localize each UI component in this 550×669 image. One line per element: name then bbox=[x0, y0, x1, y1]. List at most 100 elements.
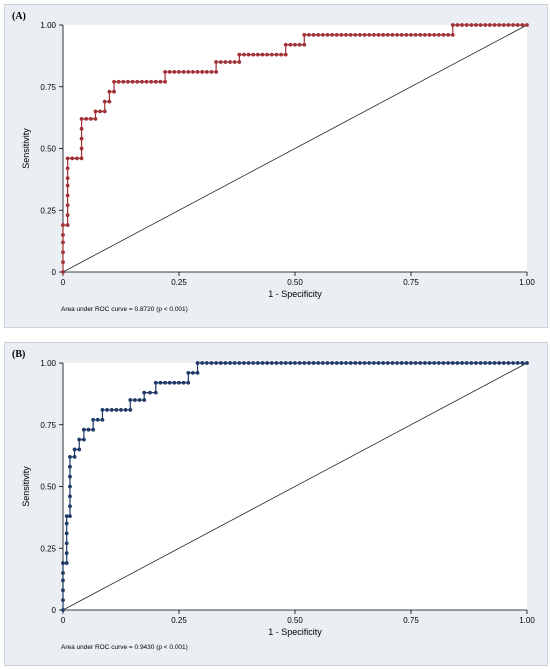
roc-point-a bbox=[65, 193, 70, 198]
roc-point-b bbox=[330, 361, 335, 365]
roc-point-b bbox=[105, 408, 109, 412]
roc-point-b bbox=[100, 417, 105, 422]
roc-point-b bbox=[61, 578, 65, 583]
roc-point-a bbox=[214, 60, 219, 64]
roc-point-a bbox=[279, 52, 283, 57]
roc-point-b bbox=[460, 361, 464, 365]
roc-point-a bbox=[237, 60, 242, 64]
roc-point-b bbox=[77, 437, 82, 442]
roc-point-b bbox=[142, 390, 147, 395]
roc-point-a bbox=[163, 70, 167, 74]
y-tick-label: 0 bbox=[52, 268, 57, 277]
roc-point-a bbox=[330, 32, 335, 37]
panel-label: (B) bbox=[12, 349, 25, 360]
roc-point-b bbox=[455, 361, 460, 365]
roc-point-a bbox=[84, 116, 89, 121]
roc-point-a bbox=[61, 270, 65, 274]
roc-point-a bbox=[497, 23, 502, 27]
roc-point-a bbox=[144, 79, 149, 84]
roc-point-a bbox=[385, 32, 390, 37]
x-tick-label: 0.50 bbox=[287, 616, 303, 625]
roc-point-b bbox=[72, 454, 77, 459]
roc-point-a bbox=[107, 99, 112, 104]
roc-point-a bbox=[362, 32, 367, 37]
roc-point-a bbox=[418, 32, 423, 37]
roc-point-a bbox=[223, 60, 228, 64]
roc-point-b bbox=[265, 361, 270, 365]
roc-point-a bbox=[395, 32, 399, 37]
roc-point-a bbox=[209, 70, 214, 74]
y-tick-label: 0.50 bbox=[40, 145, 56, 154]
roc-point-b bbox=[64, 514, 69, 519]
roc-point-b bbox=[376, 361, 381, 365]
roc-point-a bbox=[464, 23, 469, 27]
roc-point-b bbox=[246, 361, 251, 365]
roc-point-a bbox=[255, 52, 260, 57]
roc-point-a bbox=[79, 136, 84, 141]
roc-point-b bbox=[492, 361, 497, 365]
roc-point-b bbox=[506, 361, 511, 365]
roc-point-a bbox=[107, 89, 112, 94]
roc-point-a bbox=[478, 23, 483, 27]
roc-point-b bbox=[274, 361, 279, 365]
roc-point-b bbox=[68, 464, 72, 469]
y-tick-label: 0.75 bbox=[40, 83, 56, 92]
roc-point-a bbox=[283, 42, 288, 47]
roc-point-b bbox=[525, 361, 529, 365]
roc-point-a bbox=[483, 23, 488, 27]
roc-point-b bbox=[68, 504, 72, 509]
roc-point-b bbox=[128, 398, 133, 402]
roc-point-a bbox=[307, 32, 311, 37]
roc-point-b bbox=[123, 408, 128, 412]
roc-point-b bbox=[86, 427, 91, 432]
roc-point-b bbox=[119, 408, 123, 412]
roc-point-b bbox=[404, 361, 409, 365]
x-tick-label: 0.25 bbox=[171, 616, 187, 625]
roc-point-a bbox=[102, 109, 107, 114]
roc-point-b bbox=[260, 361, 265, 365]
roc-point-a bbox=[126, 79, 130, 84]
roc-point-b bbox=[511, 361, 515, 365]
roc-point-a bbox=[158, 79, 163, 84]
roc-point-b bbox=[325, 361, 330, 365]
roc-point-a bbox=[195, 70, 200, 74]
roc-point-a bbox=[135, 79, 140, 84]
roc-point-b bbox=[77, 447, 82, 452]
roc-point-b bbox=[128, 408, 133, 412]
roc-point-b bbox=[148, 390, 152, 395]
roc-point-a bbox=[436, 32, 441, 37]
roc-point-a bbox=[441, 32, 446, 37]
roc-point-b bbox=[307, 361, 311, 365]
roc-point-b bbox=[242, 361, 246, 365]
roc-point-a bbox=[153, 79, 158, 84]
roc-point-b bbox=[302, 361, 307, 365]
roc-point-b bbox=[371, 361, 376, 365]
roc-point-b bbox=[61, 588, 65, 593]
roc-point-a bbox=[492, 23, 497, 27]
x-tick-label: 1.00 bbox=[519, 278, 535, 287]
roc-point-a bbox=[460, 23, 464, 27]
roc-point-a bbox=[93, 109, 98, 114]
roc-point-b bbox=[469, 361, 474, 365]
roc-point-b bbox=[186, 370, 191, 375]
roc-point-b bbox=[446, 361, 451, 365]
roc-point-b bbox=[478, 361, 483, 365]
roc-point-b bbox=[195, 370, 200, 375]
roc-point-b bbox=[214, 361, 219, 365]
roc-point-a bbox=[371, 32, 376, 37]
roc-point-b bbox=[418, 361, 423, 365]
roc-point-b bbox=[61, 561, 65, 565]
roc-point-b bbox=[95, 417, 100, 422]
roc-point-a bbox=[367, 32, 372, 37]
roc-point-a bbox=[283, 52, 288, 57]
roc-point-b bbox=[181, 380, 186, 385]
roc-point-b bbox=[269, 361, 274, 365]
roc-point-b bbox=[344, 361, 348, 365]
roc-point-a bbox=[79, 146, 84, 151]
y-tick-label: 0.25 bbox=[40, 206, 56, 215]
roc-point-a bbox=[61, 240, 65, 245]
roc-panel-a: (A) 0 0.25 0.50 0.75 1.00 0 0.25 0.50 0.75 1.00 1 -… bbox=[4, 4, 548, 328]
roc-point-a bbox=[65, 203, 70, 208]
roc-point-b bbox=[441, 361, 446, 365]
roc-point-a bbox=[98, 109, 103, 114]
